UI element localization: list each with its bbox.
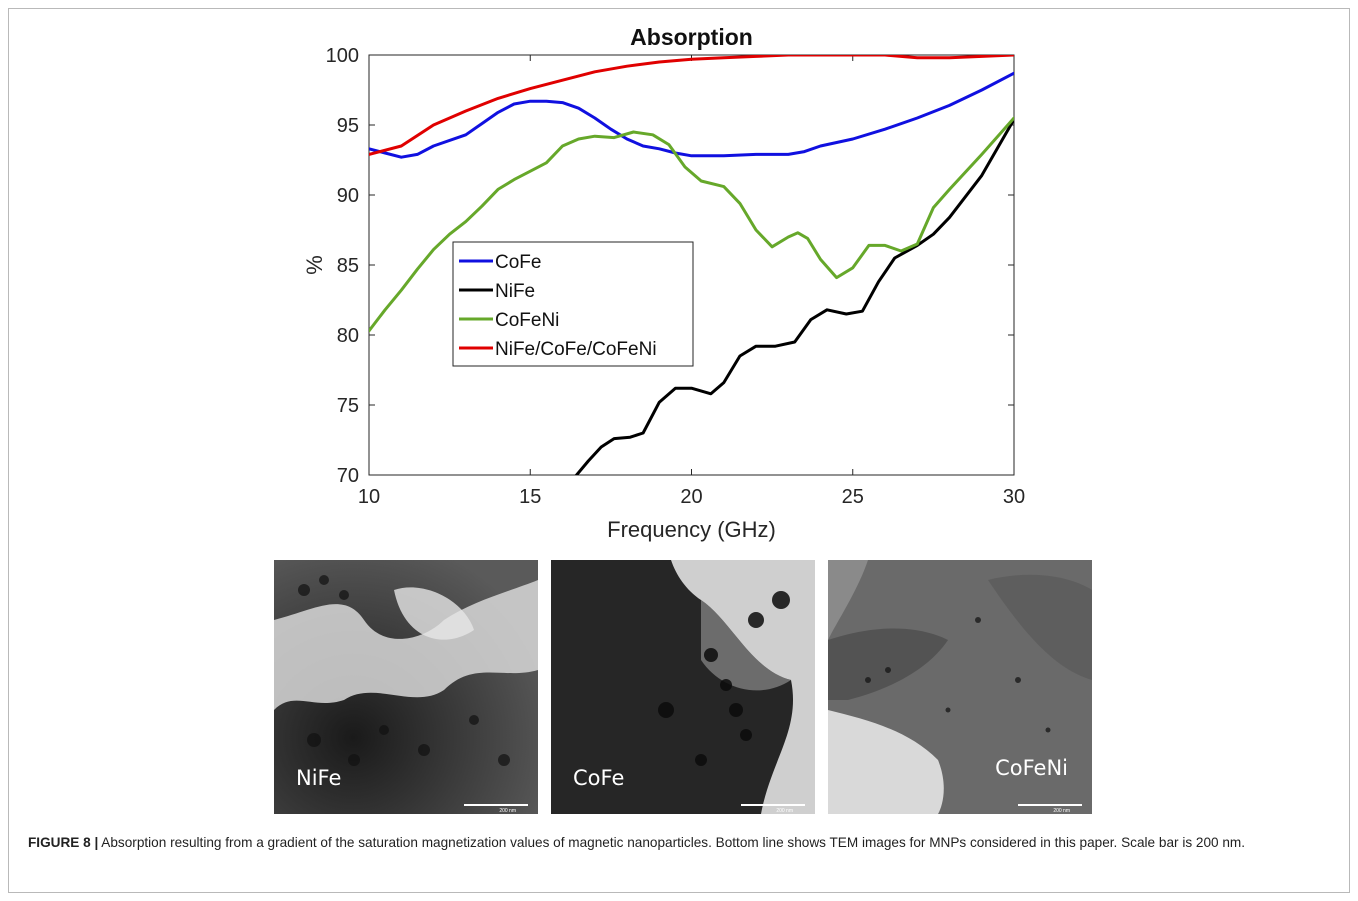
series-line-nife [574, 117, 1014, 475]
x-tick-label: 30 [1003, 486, 1025, 508]
tem-label-cofeni: CoFeNi [995, 756, 1068, 780]
scale-bar-label: 200 nm [499, 808, 516, 814]
tem-label-cofe: CoFe [573, 766, 625, 790]
absorption-chart: 10 15 20 25 30 70 75 80 85 90 95 100 Absorption Frequ… [302, 24, 1025, 542]
x-axis-label: Frequency (GHz) [607, 517, 776, 542]
series-line-nife-cofe-cofeni [369, 55, 1014, 156]
y-tick-label: 100 [326, 45, 359, 67]
legend-label: NiFe/CoFe/CoFeNi [495, 339, 657, 360]
y-tick-label: 90 [337, 185, 359, 207]
scale-bar-label: 200 nm [1053, 808, 1070, 814]
y-tick-label: 70 [337, 465, 359, 487]
caption-text: Absorption resulting from a gradient of … [98, 835, 1246, 850]
figure-label: FIGURE 8 | [28, 835, 99, 850]
series-line-cofe [369, 71, 1014, 159]
scale-bar-label: 200 nm [776, 808, 793, 814]
scale-bar [1018, 804, 1082, 806]
figure-caption: FIGURE 8 | Absorption resulting from a g… [28, 832, 1328, 854]
x-tick-label: 20 [680, 486, 702, 508]
series-line-cofeni [369, 116, 1014, 333]
y-tick-label: 85 [337, 255, 359, 277]
tem-image-nife: NiFe 200 nm [274, 560, 538, 814]
scale-bar [741, 804, 805, 806]
y-tick-label: 75 [337, 395, 359, 417]
legend-label: CoFe [495, 252, 541, 273]
y-tick-label: 80 [337, 325, 359, 347]
tem-image-cofeni: CoFeNi 200 nm [828, 560, 1092, 814]
figure-frame [8, 8, 1350, 893]
legend-label: CoFeNi [495, 310, 559, 331]
tem-label-nife: NiFe [296, 766, 342, 790]
tem-image-cofe: CoFe 200 nm [551, 560, 815, 814]
x-tick-label: 15 [519, 486, 541, 508]
x-tick-label: 10 [358, 486, 380, 508]
scale-bar [464, 804, 528, 806]
y-axis-label: % [302, 255, 327, 275]
y-tick-label: 95 [337, 115, 359, 137]
chart-title: Absorption [630, 24, 753, 50]
legend-box [452, 241, 694, 367]
x-tick-label: 25 [842, 486, 864, 508]
legend-label: NiFe [495, 281, 535, 302]
